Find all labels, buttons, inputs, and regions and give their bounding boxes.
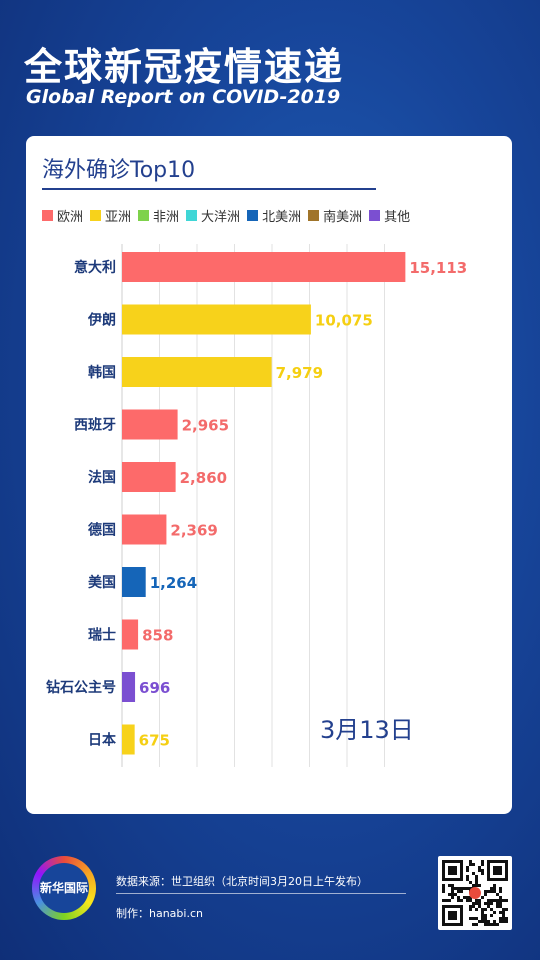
legend-swatch: [186, 210, 198, 221]
legend-item: 其他: [369, 206, 410, 225]
bar-8: [122, 672, 136, 702]
legend-item: 欧洲: [42, 206, 83, 225]
legend-swatch: [42, 210, 53, 221]
legend-label: 亚洲: [105, 210, 132, 225]
value-label: 858: [142, 627, 173, 645]
legend-label: 北美洲: [262, 210, 302, 225]
legend-label: 欧洲: [57, 210, 84, 225]
data-source: 数据来源：世卫组织（北京时间3月20日上午发布）: [116, 875, 368, 888]
qr-code-icon: [438, 856, 512, 930]
value-label: 2,965: [182, 417, 229, 435]
chart-title: 海外确诊Top10: [42, 158, 196, 183]
bar-chart: 意大利 15,113 伊朗 10,075 韩国 7,979 西班牙 2,965 法国 2,860 德…: [46, 244, 467, 767]
value-label: 2,860: [180, 469, 227, 487]
bar-7: [122, 619, 139, 650]
legend-item: 亚洲: [90, 206, 131, 225]
chart-card: 海外确诊Top10 欧洲 亚洲 非洲 大洋洲 北美洲 南美洲 其他 意大利 15,113 伊朗 1…: [26, 136, 512, 814]
legend-swatch: [138, 210, 150, 221]
bar-4: [122, 462, 176, 492]
category-label: 日本: [88, 732, 117, 749]
bar-3: [122, 409, 178, 440]
value-label: 10,075: [315, 312, 373, 330]
category-label: 钻石公主号: [46, 679, 116, 696]
legend-item: 大洋洲: [186, 206, 240, 225]
footer-divider: [116, 893, 406, 894]
legend-swatch: [308, 210, 320, 221]
legend-swatch: [90, 210, 102, 221]
value-label: 675: [139, 732, 170, 750]
category-label: 韩国: [88, 364, 116, 381]
category-label: 法国: [88, 469, 116, 486]
value-label: 7,979: [276, 364, 323, 382]
bar-0: [122, 252, 406, 282]
category-label: 伊朗: [87, 312, 116, 329]
maker-credit: 制作：hanabi.cn: [116, 907, 203, 920]
legend-label: 其他: [384, 210, 411, 225]
category-label: 美国: [88, 574, 116, 591]
category-label: 德国: [88, 522, 116, 539]
bar-1: [122, 304, 311, 335]
legend-item: 南美洲: [308, 206, 362, 225]
legend-item: 北美洲: [247, 206, 301, 225]
bar-6: [122, 567, 146, 597]
category-label: 西班牙: [74, 417, 116, 434]
value-label: 15,113: [409, 259, 467, 277]
bar-9: [122, 724, 135, 755]
legend-swatch: [247, 210, 259, 221]
category-label: 瑞士: [88, 627, 116, 644]
legend-label: 非洲: [153, 210, 180, 225]
page-title: 全球新冠疫情速递: [24, 45, 345, 89]
page-subtitle: Global Report on COVID-2019: [26, 86, 341, 108]
value-label: 1,264: [150, 574, 197, 592]
xinhua-logo: 新华国际: [32, 856, 96, 920]
category-label: 意大利: [74, 259, 116, 276]
legend-label: 大洋洲: [201, 210, 241, 225]
bar-5: [122, 514, 167, 545]
logo-text: 新华国际: [39, 863, 89, 913]
legend-label: 南美洲: [323, 210, 363, 225]
bar-2: [122, 357, 272, 387]
date-label: 3月13日: [320, 716, 414, 744]
value-label: 696: [139, 679, 170, 697]
legend-item: 非洲: [138, 206, 179, 225]
chart-legend: 欧洲 亚洲 非洲 大洋洲 北美洲 南美洲 其他: [42, 206, 512, 225]
legend-swatch: [369, 210, 381, 221]
title-underline: [42, 188, 376, 190]
value-label: 2,369: [170, 522, 217, 540]
